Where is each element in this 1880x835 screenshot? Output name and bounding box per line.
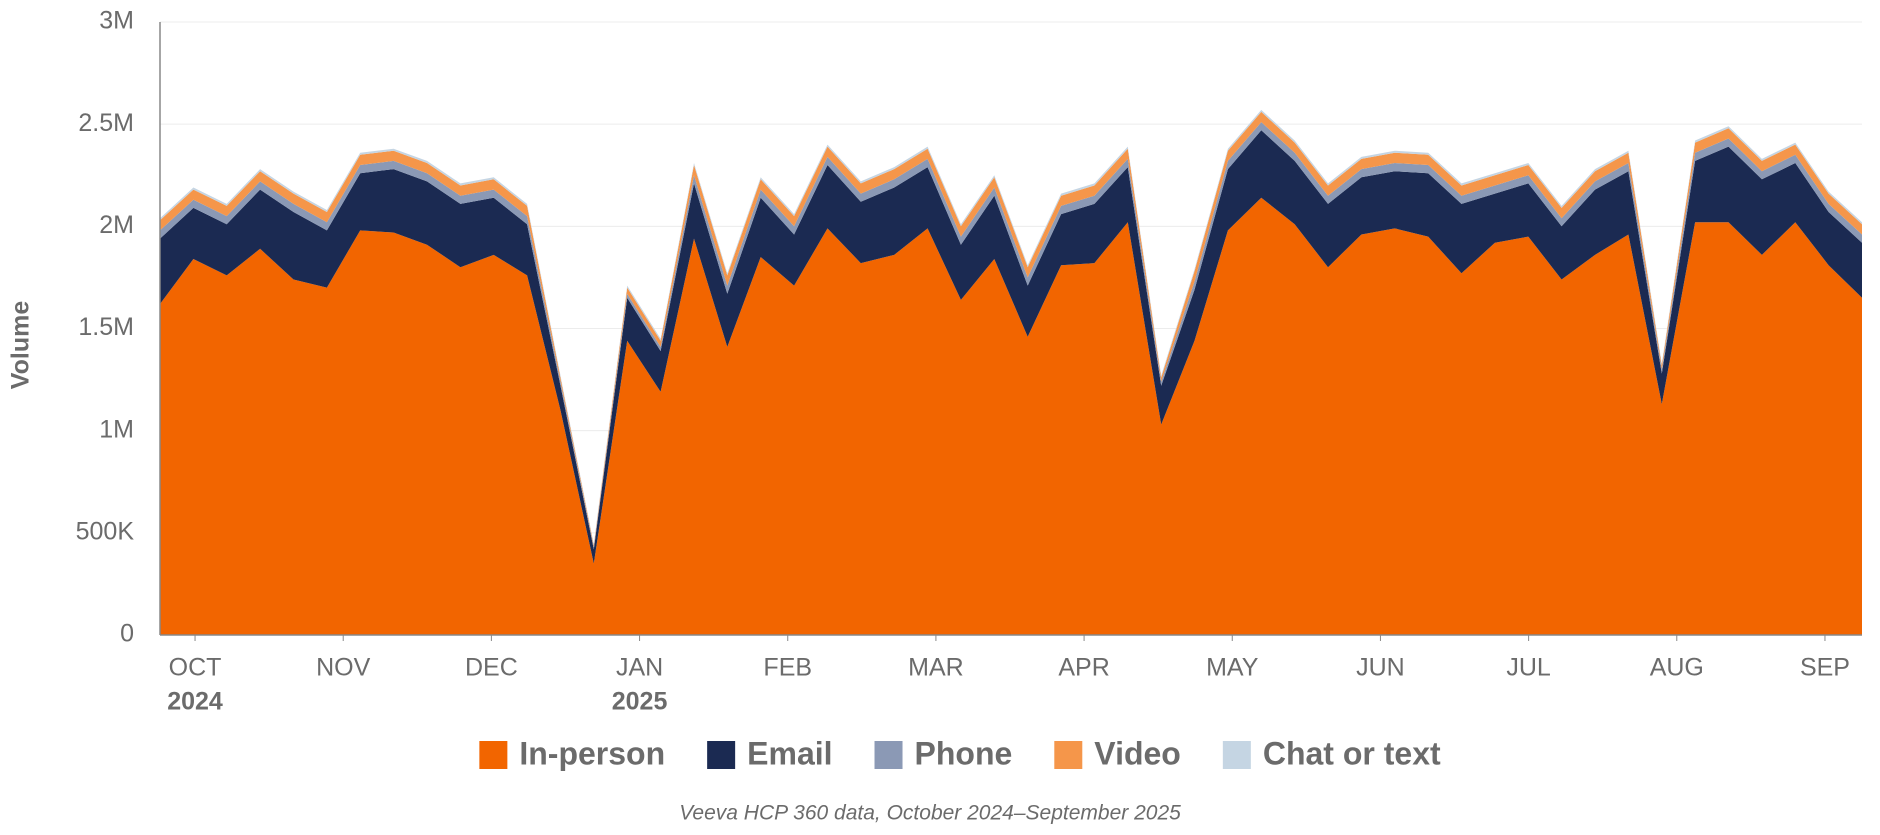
x-tick-label: SEP — [1800, 654, 1850, 682]
y-tick-label: 3M — [99, 7, 134, 35]
y-tick-label: 2.5M — [78, 109, 134, 137]
y-tick-label: 1.5M — [78, 313, 134, 341]
x-year-label: 2024 — [167, 688, 223, 716]
x-tick-label: OCT — [169, 654, 222, 682]
x-year-label: 2025 — [612, 688, 668, 716]
legend-label: Video — [1094, 735, 1181, 771]
caption: Veeva HCP 360 data, October 2024–Septemb… — [679, 802, 1181, 825]
x-tick-label: MAR — [908, 654, 964, 682]
x-tick-label: JUL — [1506, 654, 1551, 682]
y-tick-label: 2M — [99, 211, 134, 239]
legend-label: In-person — [519, 735, 665, 771]
legend-swatch — [874, 741, 903, 769]
legend-swatch — [707, 741, 736, 769]
x-tick-label: APR — [1058, 654, 1109, 682]
area — [160, 130, 1862, 564]
legend: In-person Email Phone Video Chat or text — [479, 735, 1441, 771]
legend-swatch — [1222, 741, 1251, 769]
y-tick-label: 0 — [120, 620, 134, 648]
x-tick-label: NOV — [316, 654, 371, 682]
legend-swatch — [1054, 741, 1083, 769]
x-tick-label: MAY — [1206, 654, 1259, 682]
legend-label: Phone — [915, 735, 1013, 771]
x-tick-label: DEC — [465, 654, 518, 682]
legend-label: Chat or text — [1263, 735, 1441, 771]
area — [160, 197, 1862, 635]
x-tick-label: AUG — [1650, 654, 1704, 682]
y-tick-label: 1M — [99, 415, 134, 443]
x-tick-label: JUN — [1356, 654, 1405, 682]
legend-label: Email — [747, 735, 832, 771]
y-tick-label: 500K — [76, 517, 135, 545]
y-axis-title: Volume — [7, 301, 35, 390]
x-tick-label: JAN — [616, 654, 663, 682]
x-tick-label: FEB — [763, 654, 812, 682]
legend-swatch — [479, 741, 508, 769]
